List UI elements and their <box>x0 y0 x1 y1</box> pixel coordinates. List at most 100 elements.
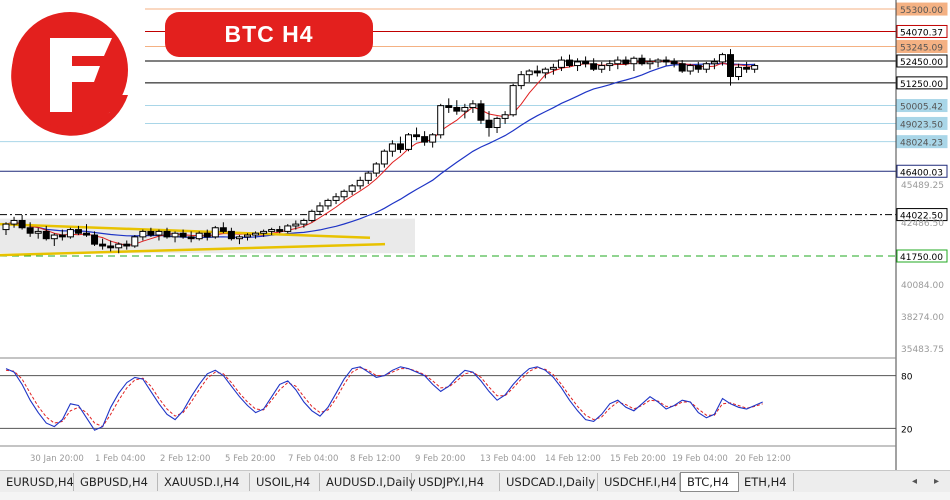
candle <box>751 63 759 73</box>
candle-body <box>751 65 759 70</box>
candle-body <box>525 70 533 76</box>
level-label-bg <box>896 76 948 90</box>
candle-body <box>83 232 90 236</box>
candle-body <box>630 57 638 65</box>
chart-tab[interactable]: USDCAD.I,Daily <box>500 473 598 491</box>
status-strip <box>0 492 950 500</box>
candle-body <box>694 65 702 70</box>
candle <box>590 58 598 72</box>
candle <box>324 198 332 210</box>
candle <box>445 98 453 113</box>
candle <box>646 58 654 70</box>
candle-body <box>155 230 163 236</box>
level-label: 52450.00 <box>900 58 943 68</box>
candle <box>115 242 123 254</box>
candle <box>413 127 421 141</box>
candle <box>244 233 251 241</box>
candle-body <box>227 230 235 240</box>
candle <box>702 61 710 73</box>
time-tick-label: 5 Feb 20:00 <box>225 454 275 464</box>
chart-tab[interactable]: ETH,H4 <box>738 473 794 491</box>
candle-body <box>26 227 34 234</box>
level-label: 48024.23 <box>900 139 943 149</box>
candle <box>380 149 388 168</box>
candle-body <box>284 225 292 232</box>
candle-body <box>34 230 42 234</box>
level-label: 50005.42 <box>900 103 943 113</box>
candle <box>131 235 139 248</box>
candle-body <box>276 229 284 232</box>
candle-body <box>557 59 565 68</box>
candle <box>670 58 678 68</box>
candle-body <box>42 230 50 240</box>
candle <box>396 136 404 154</box>
candle-body <box>66 229 74 238</box>
candle <box>630 56 638 72</box>
level-label: 41750.00 <box>900 253 943 263</box>
time-tick-label: 15 Feb 20:00 <box>610 454 666 464</box>
candle <box>437 103 445 139</box>
level-label-bg <box>896 24 948 38</box>
candle-body <box>429 134 437 143</box>
candle <box>171 231 179 243</box>
candle-body <box>10 219 18 225</box>
candle <box>735 63 743 81</box>
chart-tab[interactable]: GBPUSD,H4 <box>74 473 158 491</box>
candle <box>123 240 131 250</box>
trendline-lower <box>0 242 386 257</box>
candle <box>203 229 211 241</box>
candle <box>348 184 356 195</box>
candle <box>235 235 243 245</box>
brand-logo <box>11 12 128 136</box>
chart-tab[interactable]: BTC,H4 <box>680 472 739 492</box>
candle-body <box>421 136 429 143</box>
candle-body <box>324 199 332 207</box>
tabs-prev-arrow[interactable]: ◂ <box>912 476 918 487</box>
time-tick-label: 7 Feb 04:00 <box>288 454 338 464</box>
price-tick-label: 45489.25 <box>901 181 944 191</box>
chart-tab[interactable]: EURUSD,H4 <box>0 473 74 491</box>
candle <box>195 231 203 241</box>
candle-body <box>662 59 670 63</box>
chart-tab[interactable]: USDJPY.I,H4 <box>412 473 500 491</box>
candle <box>187 231 195 243</box>
candle-body <box>147 230 155 236</box>
candle <box>501 111 509 124</box>
candle <box>99 238 107 250</box>
chart-tab[interactable]: USOIL,H4 <box>250 473 320 491</box>
chart-tab[interactable]: AUDUSD.I,Daily <box>320 473 416 491</box>
trendline-upper <box>0 222 371 240</box>
tabs-next-arrow[interactable]: ▸ <box>934 476 940 487</box>
level-label-bg <box>896 54 948 68</box>
candle <box>598 61 606 73</box>
candle-body <box>678 63 686 72</box>
chart-tab[interactable]: USDCHF.I,H4 <box>598 473 680 491</box>
price-tick-label: 38274.00 <box>901 313 944 323</box>
candle-body <box>622 59 630 65</box>
level-label-bg <box>896 249 948 263</box>
level-label-bg <box>896 40 948 54</box>
candle <box>421 131 429 146</box>
candle-body <box>396 143 404 150</box>
level-label: 46400.03 <box>900 168 943 178</box>
candle-body <box>372 163 380 174</box>
candle <box>292 220 300 230</box>
candle <box>582 56 590 68</box>
candle-body <box>131 236 139 247</box>
chart-tab[interactable]: XAUUSD.I,H4 <box>158 473 250 491</box>
candle-body <box>686 65 694 72</box>
candle-body <box>549 66 557 70</box>
price-tick-label: 40084.00 <box>901 281 944 291</box>
candle-body <box>348 185 356 192</box>
candle-body <box>99 243 107 247</box>
candle <box>453 100 461 115</box>
candle <box>614 56 622 70</box>
candle-body <box>477 103 485 121</box>
candle <box>91 231 99 246</box>
level-label-bg <box>896 116 948 130</box>
level-label-bg <box>896 2 948 16</box>
candle-body <box>356 179 364 187</box>
candle <box>179 229 187 239</box>
candle-body <box>252 232 260 236</box>
